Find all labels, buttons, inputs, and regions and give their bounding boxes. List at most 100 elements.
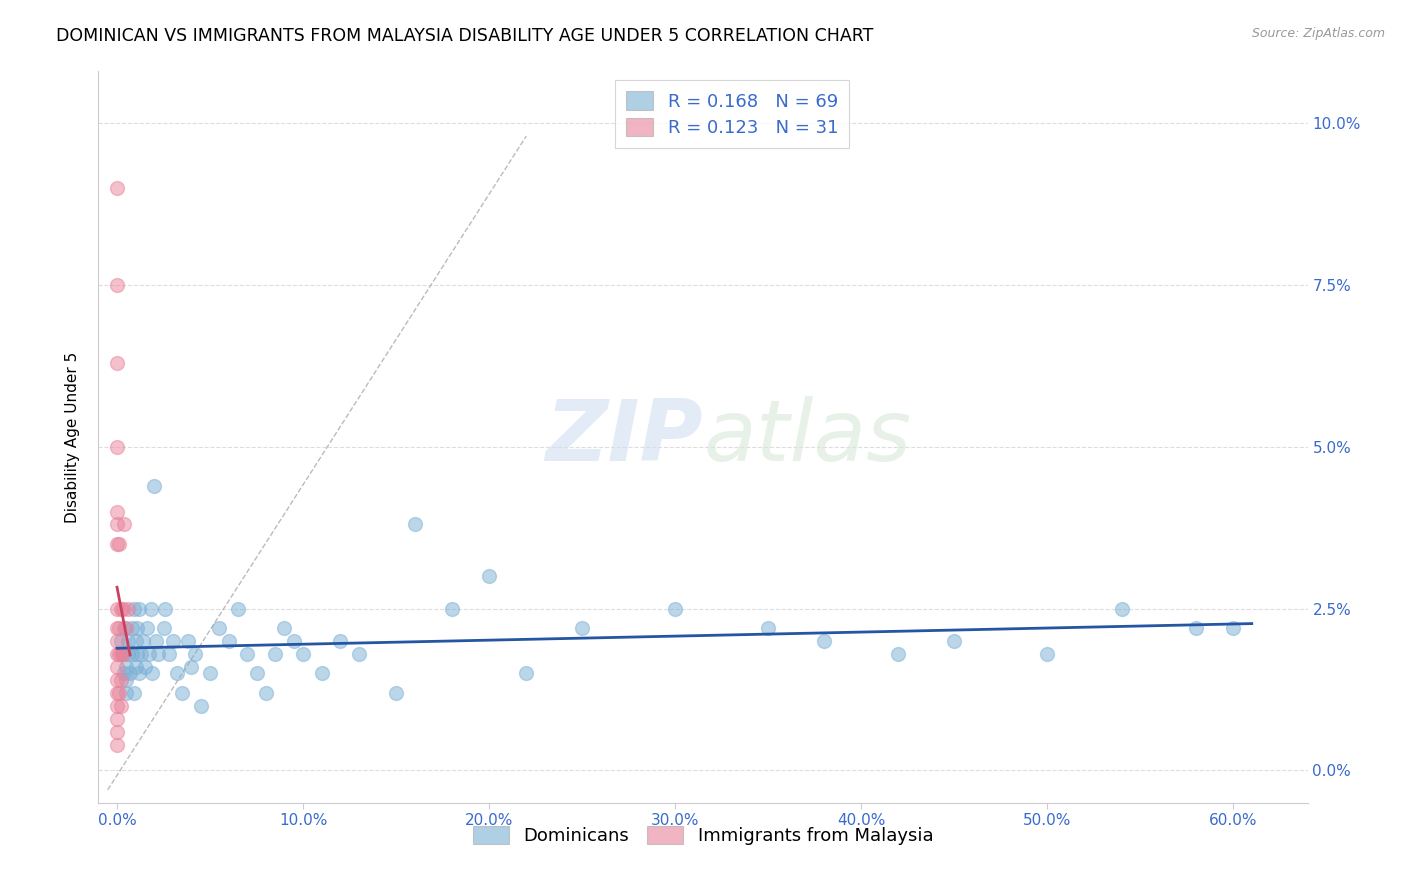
Point: [1111, 601, 1133, 615]
Legend: Dominicans, Immigrants from Malaysia: Dominicans, Immigrants from Malaysia: [472, 826, 934, 845]
Point: [105, 673, 128, 687]
Point: [108, 621, 131, 635]
Point: [117, 601, 139, 615]
Text: Source: ZipAtlas.com: Source: ZipAtlas.com: [1251, 27, 1385, 40]
Point: [110, 601, 132, 615]
Point: [105, 277, 128, 292]
Point: [515, 666, 537, 681]
Point: [132, 634, 155, 648]
Point: [105, 601, 128, 615]
Point: [114, 517, 136, 532]
Point: [117, 634, 139, 648]
Point: [226, 601, 249, 615]
Point: [124, 634, 146, 648]
Point: [440, 601, 463, 615]
Point: [1222, 621, 1244, 635]
Point: [236, 647, 259, 661]
Point: [105, 724, 128, 739]
Text: ZIP: ZIP: [546, 395, 703, 479]
Point: [105, 517, 128, 532]
Point: [283, 634, 305, 648]
Point: [128, 666, 150, 681]
Point: [166, 666, 188, 681]
Point: [813, 634, 835, 648]
Point: [111, 647, 134, 661]
Point: [129, 647, 152, 661]
Point: [385, 686, 408, 700]
Point: [887, 647, 910, 661]
Point: [157, 647, 180, 661]
Point: [139, 601, 162, 615]
Point: [127, 621, 149, 635]
Point: [121, 647, 143, 661]
Point: [664, 601, 686, 615]
Text: DOMINICAN VS IMMIGRANTS FROM MALAYSIA DISABILITY AGE UNDER 5 CORRELATION CHART: DOMINICAN VS IMMIGRANTS FROM MALAYSIA DI…: [56, 27, 873, 45]
Point: [105, 647, 128, 661]
Point: [108, 647, 131, 661]
Point: [198, 666, 221, 681]
Point: [134, 660, 156, 674]
Point: [143, 478, 166, 492]
Point: [110, 634, 132, 648]
Point: [172, 686, 194, 700]
Point: [105, 504, 128, 518]
Point: [141, 666, 163, 681]
Point: [218, 634, 240, 648]
Point: [114, 621, 136, 635]
Point: [115, 673, 138, 687]
Point: [105, 356, 128, 370]
Point: [117, 647, 139, 661]
Point: [478, 569, 501, 583]
Point: [208, 621, 231, 635]
Point: [190, 698, 212, 713]
Point: [273, 621, 295, 635]
Point: [111, 601, 134, 615]
Point: [115, 660, 138, 674]
Point: [114, 666, 136, 681]
Point: [145, 634, 167, 648]
Point: [105, 686, 128, 700]
Point: [311, 666, 333, 681]
Point: [108, 686, 131, 700]
Point: [115, 621, 138, 635]
Point: [110, 647, 132, 661]
Point: [264, 647, 287, 661]
Point: [177, 634, 200, 648]
Point: [110, 673, 132, 687]
Point: [105, 738, 128, 752]
Point: [155, 601, 177, 615]
Point: [152, 621, 174, 635]
Y-axis label: Disability Age Under 5: Disability Age Under 5: [65, 351, 80, 523]
Point: [118, 666, 141, 681]
Point: [124, 660, 146, 674]
Point: [115, 686, 138, 700]
Point: [138, 647, 160, 661]
Point: [108, 537, 131, 551]
Point: [105, 660, 128, 674]
Point: [105, 181, 128, 195]
Point: [122, 686, 145, 700]
Point: [111, 647, 134, 661]
Point: [121, 621, 143, 635]
Point: [105, 634, 128, 648]
Point: [404, 517, 426, 532]
Point: [105, 537, 128, 551]
Point: [245, 666, 267, 681]
Point: [329, 634, 352, 648]
Point: [110, 698, 132, 713]
Point: [105, 712, 128, 726]
Text: atlas: atlas: [703, 395, 911, 479]
Point: [571, 621, 593, 635]
Point: [347, 647, 370, 661]
Point: [756, 621, 779, 635]
Point: [254, 686, 277, 700]
Point: [128, 601, 150, 615]
Point: [184, 647, 207, 661]
Point: [1036, 647, 1059, 661]
Point: [162, 634, 184, 648]
Point: [122, 601, 145, 615]
Point: [105, 698, 128, 713]
Point: [943, 634, 966, 648]
Point: [292, 647, 315, 661]
Point: [180, 660, 202, 674]
